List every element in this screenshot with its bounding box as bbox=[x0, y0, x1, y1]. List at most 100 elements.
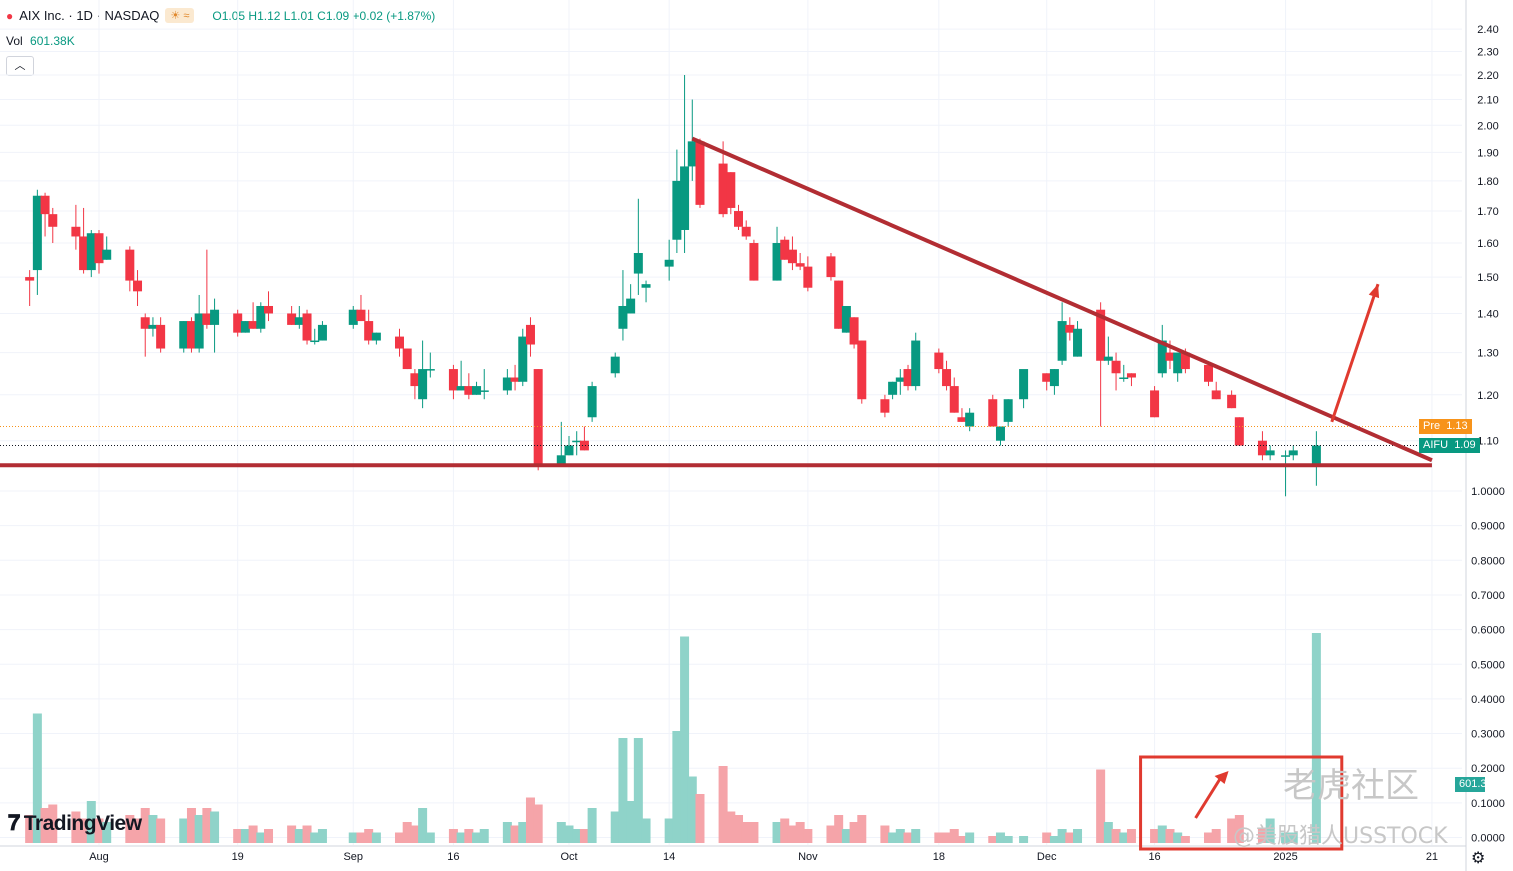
volume-bar bbox=[995, 832, 1005, 843]
volume-bar bbox=[965, 832, 975, 843]
symbol-logo-icon: ● bbox=[6, 8, 14, 23]
pre-market-price-tag: Pre 1.13 bbox=[1419, 418, 1472, 434]
volume-bar bbox=[633, 738, 643, 843]
volume-bar bbox=[741, 822, 751, 843]
candle-body bbox=[695, 141, 705, 205]
volume-bar bbox=[626, 801, 636, 843]
candle-body bbox=[356, 309, 366, 322]
volume-bar bbox=[502, 822, 512, 843]
candle-body bbox=[803, 266, 813, 288]
candle-body bbox=[1065, 324, 1075, 333]
volume-bar bbox=[310, 832, 320, 843]
candle-body bbox=[179, 321, 189, 349]
y-tick-label: 0.1000 bbox=[1471, 798, 1505, 810]
volume-bar bbox=[256, 832, 266, 843]
volume-bar bbox=[1265, 818, 1275, 843]
y-tick-label: 1.50 bbox=[1477, 272, 1498, 284]
y-tick-label: 0.4000 bbox=[1471, 694, 1505, 706]
volume-bar bbox=[564, 825, 574, 843]
candle-body bbox=[1204, 364, 1214, 382]
candle-body bbox=[194, 313, 204, 349]
volume-bar bbox=[1003, 836, 1013, 843]
volume-bar bbox=[32, 713, 42, 843]
candle-body bbox=[949, 386, 959, 413]
candle-body bbox=[564, 445, 574, 456]
y-tick-label: 0.3000 bbox=[1471, 729, 1505, 741]
sun-icon[interactable]: ☀ ≈ bbox=[165, 8, 195, 23]
tradingview-logo[interactable]: 𝟕 TradingView bbox=[8, 810, 142, 836]
volume-bar bbox=[1234, 815, 1244, 843]
candle-body bbox=[610, 356, 620, 374]
tradingview-mark-icon: 𝟕 bbox=[8, 810, 20, 835]
volume-bar bbox=[610, 811, 620, 843]
breakout-arrow-head bbox=[1368, 284, 1380, 299]
volume-bar bbox=[79, 818, 89, 843]
volume-bar bbox=[749, 822, 759, 843]
watermark-community: 老虎社区 bbox=[1283, 766, 1419, 806]
volume-bar bbox=[934, 832, 944, 843]
volume-bar bbox=[71, 811, 81, 843]
candle-body bbox=[48, 214, 58, 227]
volume-bar bbox=[1065, 832, 1075, 843]
candle-body bbox=[780, 239, 790, 260]
candle-body bbox=[40, 195, 50, 215]
ohlc-values: O1.05 H1.12 L1.01 C1.09 +0.02 (+1.87%) bbox=[212, 9, 435, 23]
volume-bar bbox=[479, 829, 489, 843]
y-tick-label: 1.80 bbox=[1477, 176, 1498, 188]
x-tick-label: 14 bbox=[663, 851, 675, 863]
candle-body bbox=[125, 249, 135, 281]
candle-body bbox=[294, 317, 304, 325]
y-tick-label: 0.7000 bbox=[1471, 590, 1505, 602]
candle-body bbox=[965, 412, 975, 427]
gear-icon[interactable]: ⚙ bbox=[1471, 850, 1486, 867]
candle-body bbox=[102, 249, 112, 260]
volume-bar bbox=[240, 829, 250, 843]
y-tick-label: 1.60 bbox=[1477, 238, 1498, 250]
volume-bar bbox=[533, 804, 543, 843]
volume-bar bbox=[556, 822, 566, 843]
volume-bar bbox=[518, 822, 528, 843]
volume-bar bbox=[510, 825, 520, 843]
candle-body bbox=[394, 336, 404, 349]
y-tick-label: 0.0000 bbox=[1471, 833, 1505, 845]
candle-body bbox=[1150, 390, 1160, 418]
candle-body bbox=[364, 321, 374, 341]
volume-bar bbox=[1019, 836, 1029, 843]
candle-body bbox=[1257, 440, 1267, 456]
volume-bar bbox=[1126, 829, 1136, 843]
volume-price-tag: 601.38K bbox=[1455, 777, 1500, 792]
pre-value: 1.13 bbox=[1446, 419, 1468, 432]
volume-bar bbox=[179, 818, 189, 843]
candle-body bbox=[133, 280, 143, 292]
candle-body bbox=[25, 277, 35, 281]
candle-body bbox=[857, 340, 867, 400]
candle-body bbox=[448, 369, 458, 391]
candle-body bbox=[1111, 360, 1121, 374]
symbol-title[interactable]: AIX Inc. · 1D · NASDAQ bbox=[19, 8, 160, 23]
candle-body bbox=[1281, 455, 1291, 457]
volume-bar bbox=[402, 822, 412, 843]
candle-body bbox=[934, 352, 944, 370]
volume-bar bbox=[1180, 836, 1190, 843]
high-value: H1.12 bbox=[248, 8, 281, 23]
candle-body bbox=[502, 377, 512, 391]
volume-bar bbox=[202, 808, 212, 843]
candle-body bbox=[32, 195, 42, 271]
candle-body bbox=[1227, 394, 1237, 409]
candle-body bbox=[718, 163, 728, 215]
candle-body bbox=[572, 440, 582, 443]
candle-body bbox=[156, 324, 166, 349]
candle-body bbox=[71, 226, 81, 237]
candle-body bbox=[1103, 356, 1113, 361]
candle-body bbox=[687, 141, 697, 167]
candle-body bbox=[148, 324, 158, 329]
volume-bar bbox=[734, 815, 744, 843]
volume-bar bbox=[911, 829, 921, 843]
candle-body bbox=[556, 455, 566, 466]
volume-bar bbox=[156, 818, 166, 843]
volume-bar bbox=[133, 818, 143, 843]
candle-body bbox=[1311, 445, 1321, 466]
y-tick-label: 2.40 bbox=[1477, 24, 1498, 36]
volume-bar bbox=[795, 822, 805, 843]
